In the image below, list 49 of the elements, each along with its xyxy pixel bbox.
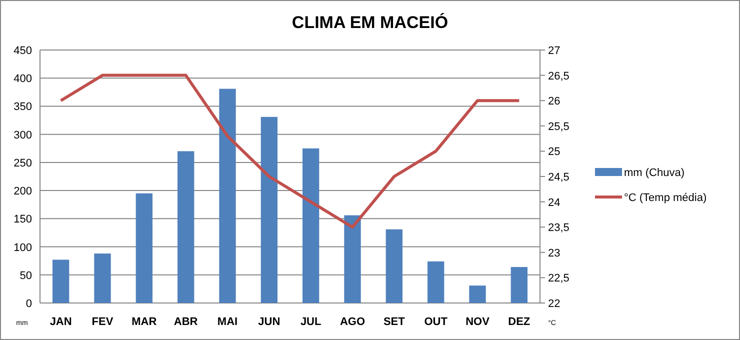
x-tick-label: JUL	[300, 316, 322, 328]
y2-tick-label: 24,5	[548, 172, 570, 184]
y2-tick-label: 25	[548, 146, 560, 158]
x-tick-label: DEZ	[508, 316, 530, 328]
y-tick-label: 450	[14, 45, 32, 57]
y2-tick-label: 24	[548, 196, 560, 209]
y2-tick-label: 22,5	[548, 272, 570, 285]
bar	[344, 215, 361, 303]
y2-tick-label: 22	[548, 298, 560, 310]
bar	[386, 229, 402, 303]
x-tick-label: SET	[383, 316, 406, 328]
y-tick-label: 250	[14, 157, 32, 170]
bar	[469, 286, 486, 303]
y2-tick-label: 27	[548, 45, 560, 57]
x-tick-label: MAI	[217, 316, 238, 328]
x-tick-label: JUN	[258, 316, 280, 328]
bar	[219, 88, 236, 303]
bar	[260, 116, 278, 303]
bar	[302, 148, 320, 303]
legend-label: mm (Chuva)	[624, 167, 685, 179]
bar	[510, 267, 528, 303]
y-tick-label: 300	[14, 129, 32, 142]
bar	[94, 254, 111, 303]
y-tick-label: 0	[26, 298, 32, 310]
x-tick-label: AGO	[340, 316, 366, 328]
y-tick-label: 350	[14, 101, 32, 114]
y-tick-label: 150	[14, 214, 32, 226]
y2-tick-label: 26,5	[548, 70, 570, 82]
y2-tick-label: 23,5	[548, 222, 570, 234]
y2-tick-label: 25,5	[548, 120, 570, 133]
y-tick-label: 400	[14, 73, 32, 86]
chart-title: CLIMA EM MACEIÓ	[292, 12, 448, 32]
legend-label: °C (Temp média)	[624, 192, 707, 204]
bar	[52, 260, 70, 303]
y-tick-label: 50	[20, 270, 32, 282]
bar	[428, 261, 444, 303]
y-tick-label: 200	[14, 186, 32, 198]
x-tick-label: ABR	[174, 316, 198, 328]
x-tick-label: NOV	[466, 316, 490, 328]
x-tick-label: OUT	[424, 316, 448, 328]
y-tick-label: 100	[14, 242, 32, 254]
y2-tick-label: 23	[548, 247, 560, 260]
bar	[136, 193, 152, 303]
x-tick-label: MAR	[132, 316, 157, 328]
y2-tick-label: 26	[548, 96, 560, 108]
bar	[178, 151, 194, 303]
x-tick-label: JAN	[50, 316, 72, 328]
line-series	[59, 74, 521, 229]
x-tick-label: FEV	[92, 316, 114, 328]
